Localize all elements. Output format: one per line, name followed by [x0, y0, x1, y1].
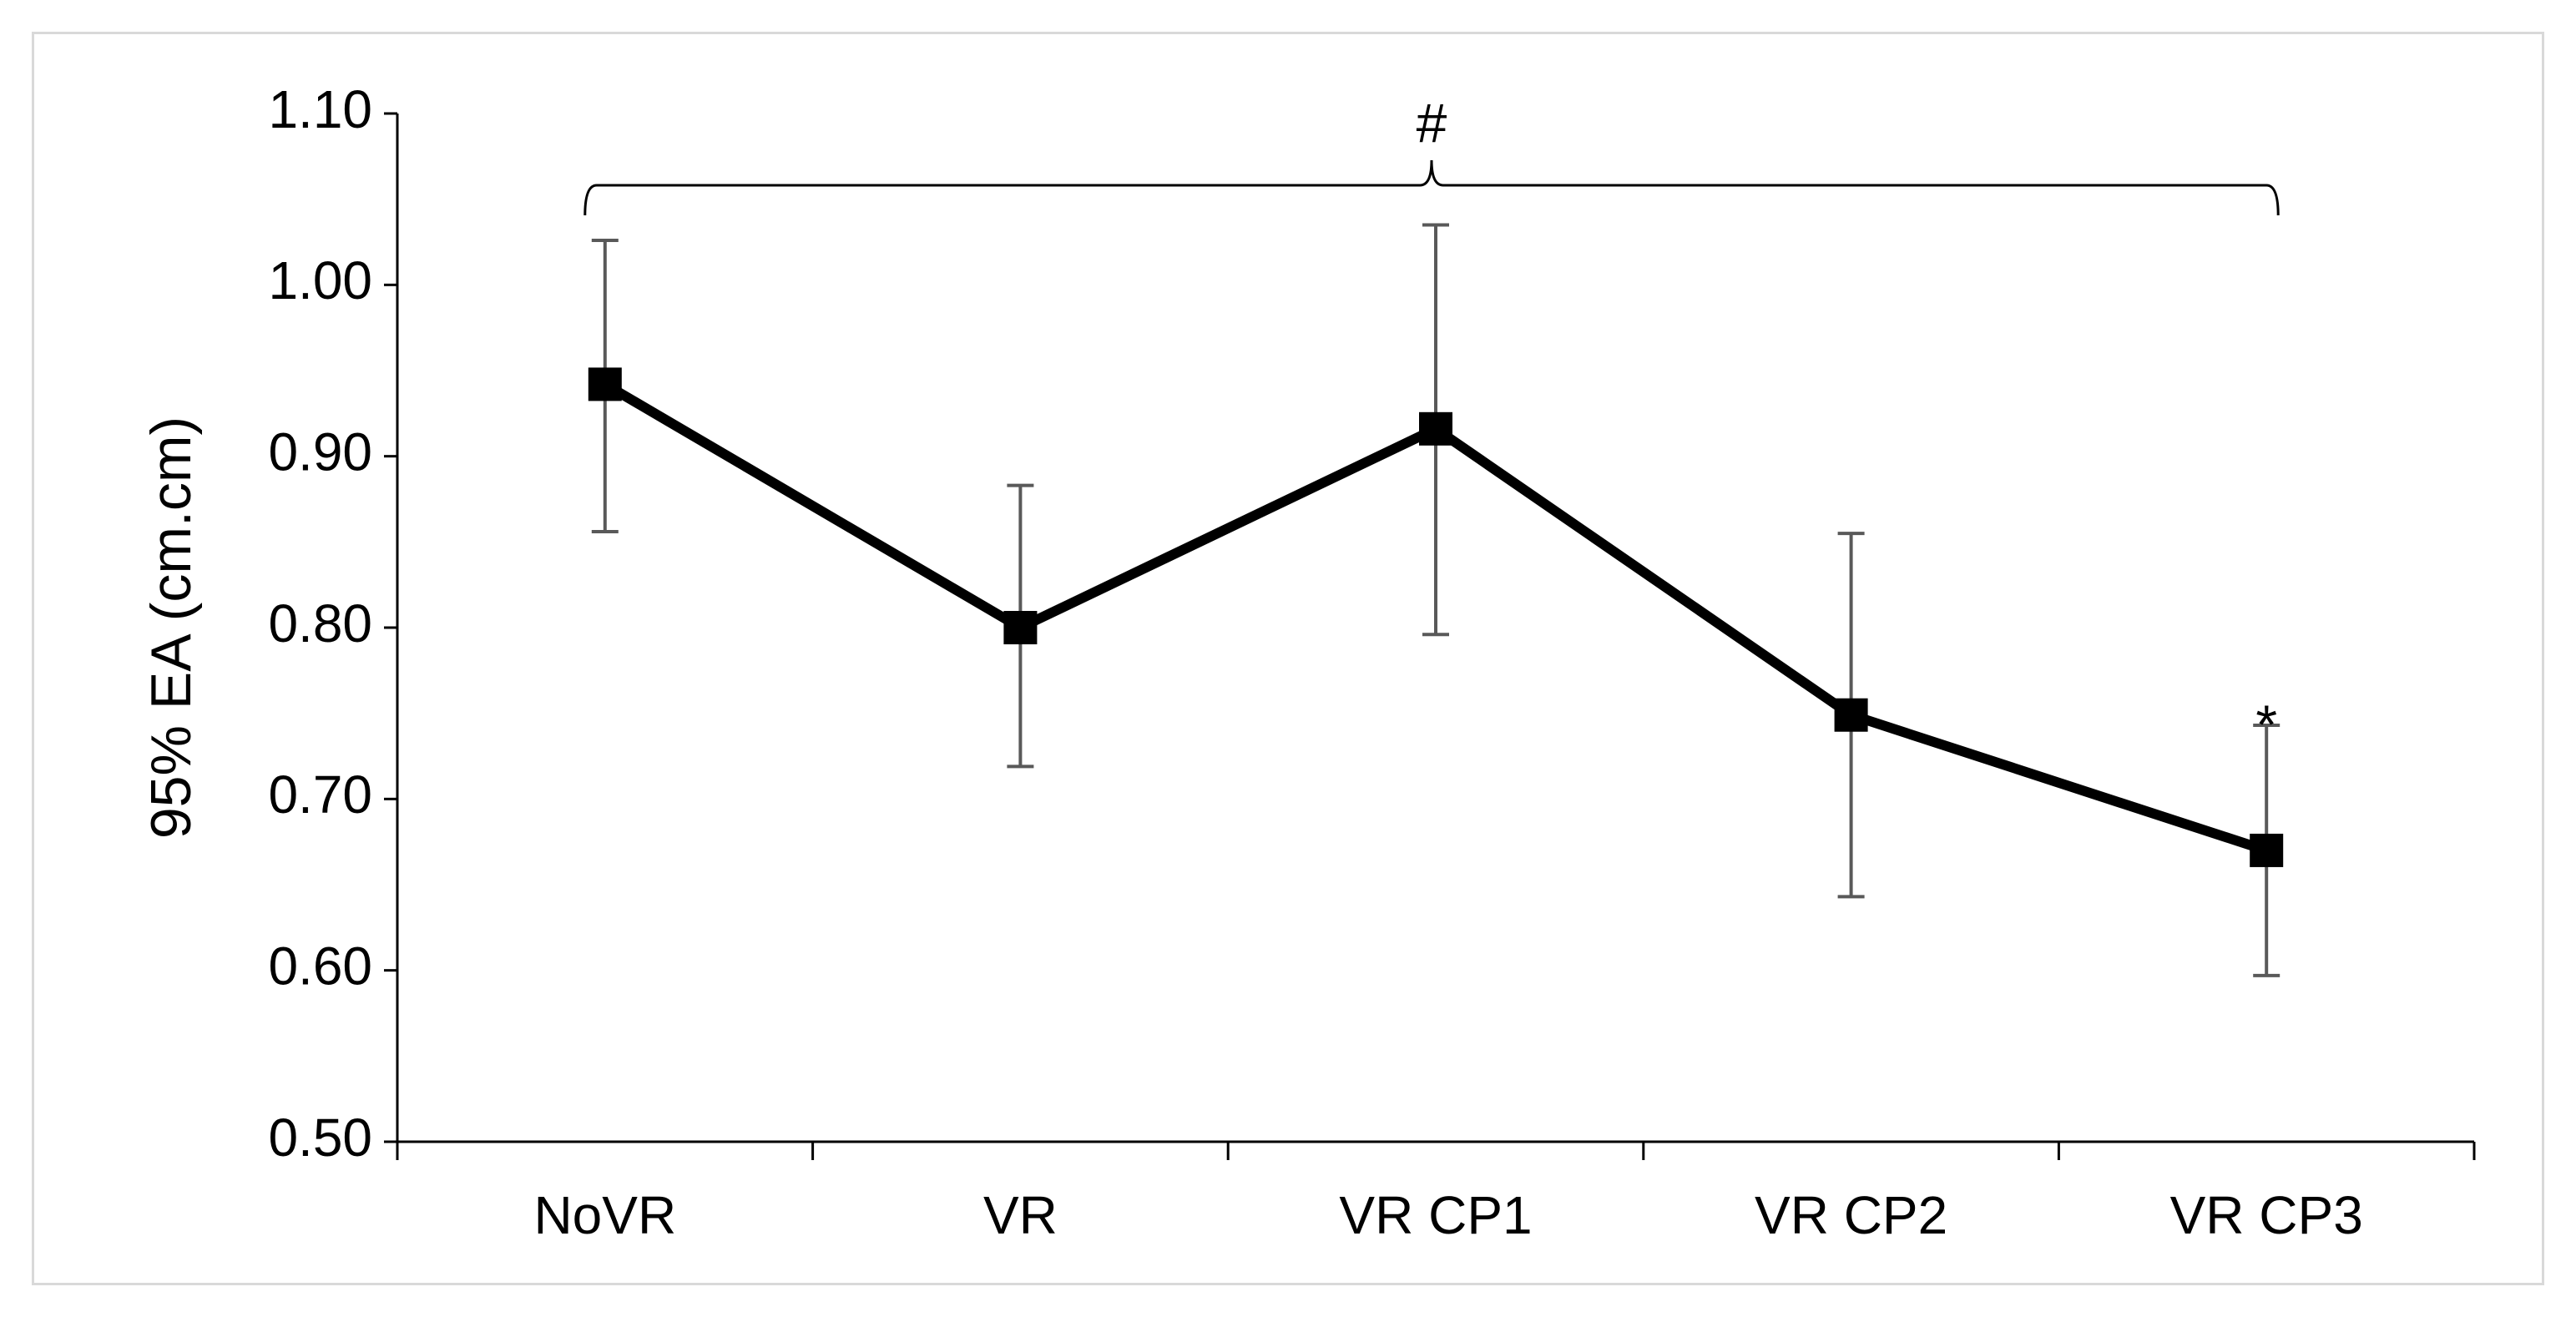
x-tick-label: VR [983, 1185, 1058, 1245]
data-point-marker [1003, 611, 1038, 644]
error-bars [591, 223, 2281, 977]
x-tick-label: VR CP3 [2170, 1185, 2363, 1245]
y-tick-label: 1.10 [268, 79, 372, 139]
y-tick-label: 0.70 [268, 764, 372, 825]
x-tick-label: VR CP2 [1755, 1185, 1947, 1245]
significance-bracket [583, 159, 2280, 216]
y-tick-label: 1.00 [268, 250, 372, 310]
data-point-marker [2250, 833, 2284, 867]
x-tick-label: VR CP1 [1339, 1185, 1532, 1245]
y-tick-label: 0.80 [268, 593, 372, 653]
data-point-marker [1834, 698, 1868, 732]
y-axis-title: 95% EA (cm.cm) [139, 416, 203, 839]
data-point-marker [1419, 411, 1452, 446]
data-series [588, 367, 2284, 867]
y-tick-label: 0.90 [268, 422, 372, 482]
chart-frame [32, 32, 2544, 1285]
bracket-label: # [1417, 92, 1447, 154]
significance-asterisk: * [2255, 694, 2277, 755]
x-tick-label: NoVR [533, 1185, 676, 1245]
data-point-marker [588, 367, 622, 401]
bracket-path [583, 159, 2280, 216]
labels: 0.50 0.60 0.70 0.80 0.90 1.00 1.10 NoVR VR VR CP1… [139, 79, 2363, 1245]
y-tick-label: 0.50 [268, 1108, 372, 1168]
axes [384, 112, 2476, 1160]
y-tick-label: 0.60 [268, 936, 372, 997]
